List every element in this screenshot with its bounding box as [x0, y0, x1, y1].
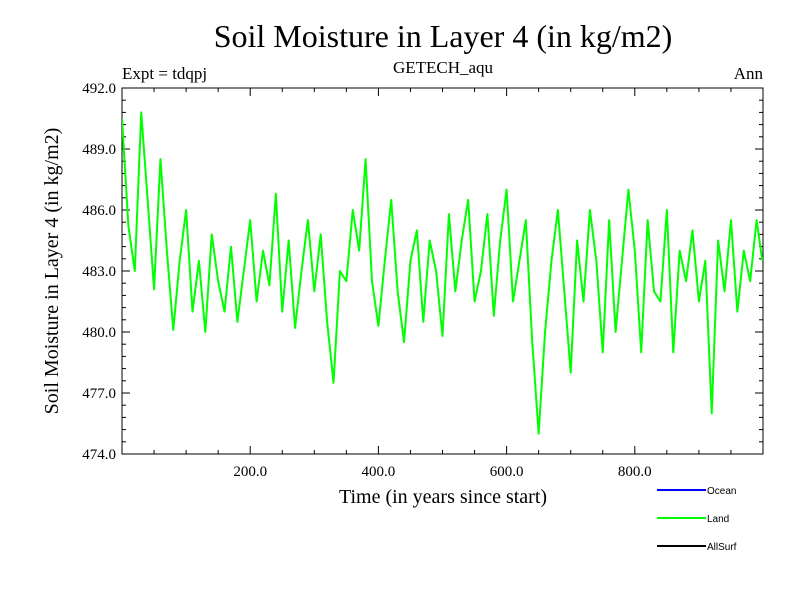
- series-line-land: [122, 111, 763, 435]
- legend-label-land: Land: [707, 514, 729, 525]
- legend: Ocean Land AllSurf: [657, 486, 737, 553]
- x-tick-label: 600.0: [490, 464, 524, 480]
- experiment-label: Expt = tdqpj: [122, 64, 207, 83]
- y-tick-label: 486.0: [82, 203, 116, 219]
- y-axis-tick-labels: 474.0 477.0 480.0 483.0 486.0 489.0 492.0: [82, 81, 116, 463]
- season-label: Ann: [734, 64, 764, 83]
- y-axis-label: Soil Moisture in Layer 4 (in kg/m2): [41, 128, 63, 415]
- x-axis-ticks: [153, 88, 732, 454]
- y-tick-label: 483.0: [82, 264, 116, 280]
- y-tick-label: 474.0: [82, 447, 116, 463]
- y-tick-label: 492.0: [82, 81, 116, 97]
- x-tick-label: 200.0: [233, 464, 267, 480]
- series-group: [122, 111, 763, 435]
- y-tick-label: 480.0: [82, 325, 116, 341]
- legend-label-ocean: Ocean: [707, 486, 736, 497]
- x-tick-label: 400.0: [362, 464, 396, 480]
- y-tick-label: 489.0: [82, 142, 116, 158]
- x-axis-tick-labels: 200.0 400.0 600.0 800.0: [233, 464, 651, 480]
- y-tick-label: 477.0: [82, 386, 116, 402]
- chart-title: Soil Moisture in Layer 4 (in kg/m2): [214, 18, 673, 54]
- chart-subtitle: GETECH_aqu: [393, 58, 494, 77]
- legend-label-allsurf: AllSurf: [707, 542, 737, 553]
- x-tick-label: 800.0: [618, 464, 652, 480]
- plot-frame: [121, 87, 764, 455]
- x-axis-label: Time (in years since start): [339, 486, 547, 508]
- y-axis-ticks: [122, 99, 763, 443]
